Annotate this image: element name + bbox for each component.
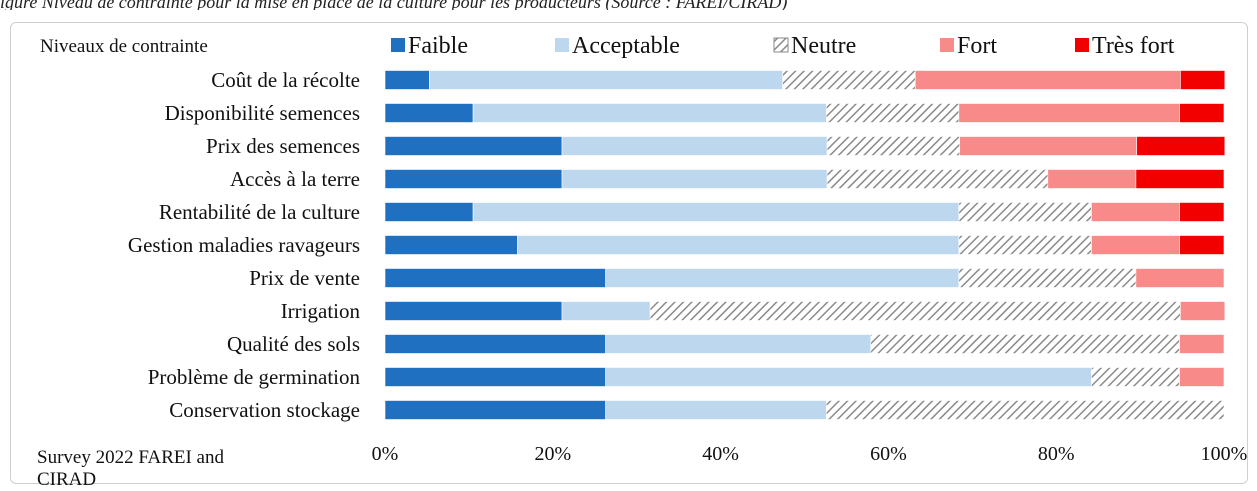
- legend-label-acceptable: Acceptable: [572, 33, 680, 59]
- legend-swatch-fort: [940, 38, 954, 52]
- bar-acces-a-la-terre-neutre: [826, 169, 1049, 189]
- source-note: Survey 2022 FAREI and CIRAD: [37, 447, 224, 490]
- bar-prix-de-vente-acceptable: [605, 268, 960, 288]
- x-tick-label: 40%: [702, 443, 739, 465]
- bar-acces-a-la-terre-fort: [1047, 169, 1137, 189]
- category-label-probleme-de-germination: Problème de germination: [148, 365, 361, 389]
- bar-qualite-des-sols-neutre: [870, 334, 1180, 354]
- bar-rentabilite-de-la-culture-tres-fort: [1179, 202, 1225, 222]
- bar-rentabilite-de-la-culture-neutre: [958, 202, 1092, 222]
- legend-label-tres-fort: Très fort: [1092, 33, 1175, 59]
- x-axis-ticks: 0% 20% 40% 60% 80% 100%: [372, 443, 1248, 465]
- bar-disponibilite-semences-fort: [958, 103, 1180, 123]
- bar-disponibilite-semences-neutre: [826, 103, 960, 123]
- legend-swatch-neutre: [773, 37, 789, 53]
- bar-cout-de-la-recolte-faible: [384, 70, 430, 90]
- bar-disponibilite-semences-acceptable: [472, 103, 827, 123]
- bar-conservation-stockage-neutre: [826, 400, 1225, 420]
- legend-label-neutre: Neutre: [791, 33, 856, 59]
- x-tick-label: 80%: [1038, 443, 1075, 465]
- bar-gestion-maladies-ravageurs-faible: [384, 235, 518, 255]
- bar-prix-des-semences-acceptable: [561, 136, 828, 156]
- bar-disponibilite-semences-tres-fort: [1179, 103, 1225, 123]
- bar-rentabilite-de-la-culture-faible: [384, 202, 474, 222]
- bar-cout-de-la-recolte-neutre: [782, 70, 916, 90]
- category-label-gestion-maladies-ravageurs: Gestion maladies ravageurs: [128, 233, 360, 257]
- x-tick-label: 0%: [372, 443, 399, 465]
- bar-gestion-maladies-ravageurs-fort: [1091, 235, 1180, 255]
- category-label-prix-des-semences: Prix des semences: [206, 134, 360, 158]
- bar-rentabilite-de-la-culture-acceptable: [472, 202, 960, 222]
- bar-acces-a-la-terre-faible: [384, 169, 563, 189]
- bar-irrigation-fort: [1180, 301, 1226, 321]
- category-label-qualite-des-sols: Qualité des sols: [227, 332, 360, 356]
- bar-probleme-de-germination-neutre: [1091, 367, 1180, 387]
- bar-disponibilite-semences-faible: [384, 103, 474, 123]
- bar-qualite-des-sols-acceptable: [605, 334, 872, 354]
- category-label-irrigation: Irrigation: [281, 299, 361, 323]
- bar-prix-des-semences-faible: [384, 136, 563, 156]
- category-label-rentabilite-de-la-culture: Rentabilité de la culture: [159, 200, 360, 224]
- bar-prix-des-semences-neutre: [826, 136, 961, 156]
- category-label-disponibilite-semences: Disponibilité semences: [165, 101, 360, 125]
- x-tick-label: 20%: [534, 443, 571, 465]
- legend-swatch-acceptable: [555, 38, 569, 52]
- bar-prix-des-semences-fort: [959, 136, 1138, 156]
- bar-acces-a-la-terre-tres-fort: [1135, 169, 1225, 189]
- bar-irrigation-acceptable: [561, 301, 651, 321]
- bar-qualite-des-sols-faible: [384, 334, 606, 354]
- bar-rentabilite-de-la-culture-fort: [1091, 202, 1180, 222]
- bar-gestion-maladies-ravageurs-neutre: [958, 235, 1092, 255]
- bar-prix-des-semences-tres-fort: [1136, 136, 1226, 156]
- bar-gestion-maladies-ravageurs-acceptable: [517, 235, 960, 255]
- bar-irrigation-neutre: [649, 301, 1181, 321]
- bar-cout-de-la-recolte-fort: [914, 70, 1181, 90]
- bar-prix-de-vente-faible: [384, 268, 606, 288]
- legend-swatch-tres-fort: [1075, 38, 1089, 52]
- bar-irrigation-faible: [384, 301, 563, 321]
- legend: Faible Acceptable Neutre Fort Très fort: [391, 33, 1175, 59]
- bar-acces-a-la-terre-acceptable: [561, 169, 828, 189]
- bar-probleme-de-germination-acceptable: [605, 367, 1092, 387]
- category-labels: Coût de la récolte Disponibilité semences…: [128, 68, 361, 422]
- bar-cout-de-la-recolte-tres-fort: [1180, 70, 1226, 90]
- chart-frame: [10, 22, 1248, 484]
- x-tick-label: 60%: [870, 443, 907, 465]
- legend-label-fort: Fort: [957, 33, 997, 59]
- bar-probleme-de-germination-fort: [1179, 367, 1225, 387]
- bar-qualite-des-sols-fort: [1179, 334, 1225, 354]
- bar-cout-de-la-recolte-acceptable: [429, 70, 783, 90]
- bar-probleme-de-germination-faible: [384, 367, 606, 387]
- bar-prix-de-vente-neutre: [958, 268, 1137, 288]
- category-label-conservation-stockage: Conservation stockage: [169, 398, 360, 422]
- category-label-cout-de-la-recolte: Coût de la récolte: [211, 68, 360, 92]
- figure-caption: igure Niveau de contrainte pour la mise …: [0, 0, 788, 10]
- x-tick-label: 100%: [1201, 443, 1248, 465]
- category-label-acces-a-la-terre: Accès à la terre: [230, 167, 360, 191]
- bars-group: [384, 70, 1226, 420]
- legend-title: Niveaux de contrainte: [40, 36, 208, 57]
- category-label-prix-de-vente: Prix de vente: [249, 266, 360, 290]
- bar-conservation-stockage-acceptable: [605, 400, 827, 420]
- bar-conservation-stockage-faible: [384, 400, 606, 420]
- legend-swatch-faible: [391, 38, 405, 52]
- legend-label-faible: Faible: [408, 33, 468, 59]
- bar-gestion-maladies-ravageurs-tres-fort: [1179, 235, 1225, 255]
- bar-prix-de-vente-fort: [1135, 268, 1225, 288]
